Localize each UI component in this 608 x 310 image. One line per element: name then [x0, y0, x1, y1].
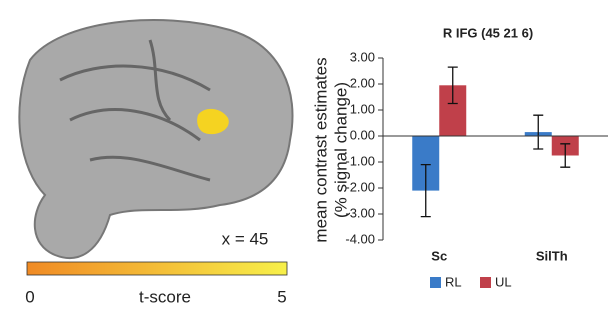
y-tick-label: -2.00	[345, 179, 375, 194]
figure: x = 45 0 t-score 5 R IFG (45 21 6) mean …	[0, 0, 608, 310]
legend-label: UL	[495, 274, 512, 289]
y-axis-label: mean contrast estimates	[311, 57, 330, 242]
y-tick-label: 0.00	[350, 127, 375, 142]
y-tick-label: -1.00	[345, 153, 375, 168]
slice-label: x = 45	[222, 229, 269, 248]
colorbar-min: 0	[25, 287, 34, 306]
colorbar-label: t-score	[139, 287, 191, 306]
brain-image: x = 45	[19, 20, 292, 258]
y-tick-label: 2.00	[350, 75, 375, 90]
y-tick-label: 3.00	[350, 49, 375, 64]
x-tick-label: Sc	[431, 248, 447, 263]
y-tick-label: -3.00	[345, 205, 375, 220]
colorbar-max: 5	[277, 287, 286, 306]
legend-swatch	[480, 277, 491, 288]
colorbar	[27, 262, 287, 275]
brain-slice	[19, 20, 292, 258]
y-tick-label: -4.00	[345, 231, 375, 246]
x-tick-label: SilTh	[536, 248, 568, 263]
page: {"brain_panel": {"slice_label": "x = 45"…	[0, 0, 608, 310]
chart-title: R IFG (45 21 6)	[443, 25, 533, 40]
legend-swatch	[430, 277, 441, 288]
y-axis-label: (% signal change)	[331, 82, 350, 218]
legend-label: RL	[445, 274, 462, 289]
y-tick-label: 1.00	[350, 101, 375, 116]
